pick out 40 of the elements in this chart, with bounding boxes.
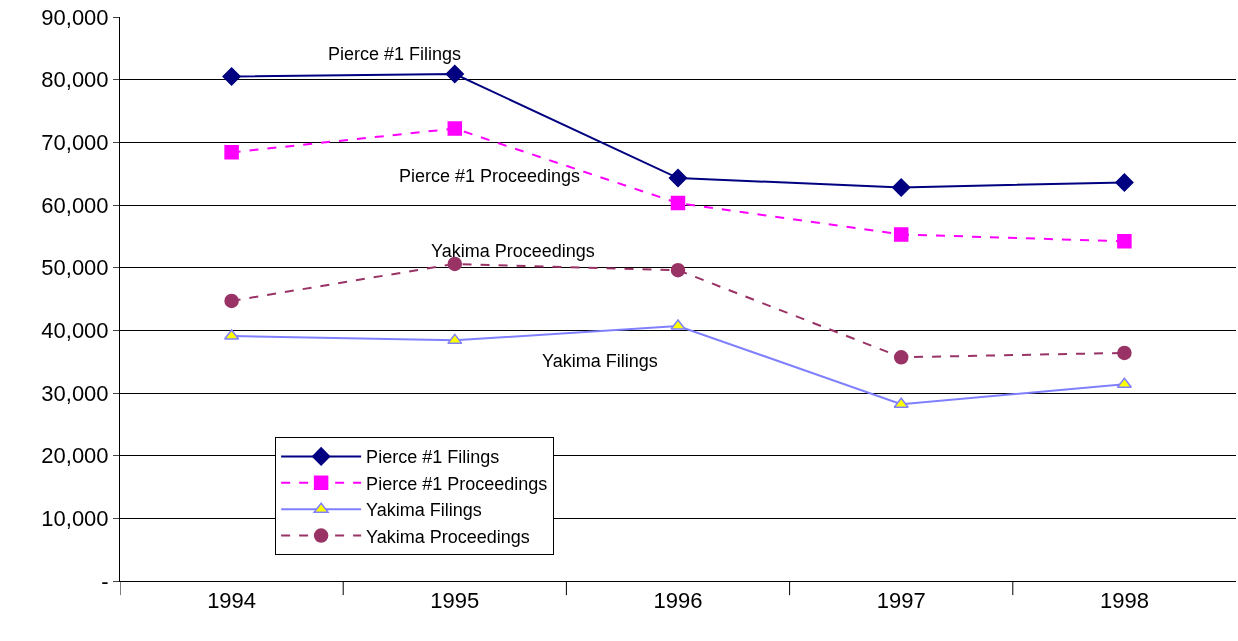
point [893,397,909,409]
point [670,262,686,278]
point [1117,234,1132,249]
y-tick-label: 90,000 [41,4,109,30]
legend-label: Pierce #1 Proceedings [366,473,548,494]
y-tick-label: 80,000 [41,67,109,93]
point [447,121,463,136]
point [670,195,686,211]
x-tick-label: 1996 [653,588,703,614]
point [892,178,911,197]
x-tick-label: 1997 [876,588,926,614]
y-tick-label: 50,000 [41,255,109,281]
y-tick-label: 70,000 [41,130,109,156]
y-tick-label: 40,000 [41,318,109,344]
point [447,333,463,345]
point [222,67,241,86]
point [1117,345,1132,361]
point [1115,173,1134,192]
legend-label: Pierce #1 Filings [366,447,500,468]
annotation: Yakima Filings [542,351,658,371]
legend-label: Yakima Proceedings [366,526,530,547]
annotation: Yakima Proceedings [431,241,595,261]
point [668,168,688,188]
y-tick-label: - [101,568,109,594]
point [445,64,464,84]
legend-label: Yakima Filings [366,500,482,521]
point [893,227,909,242]
y-tick-label: 60,000 [41,192,109,218]
y-tick-label: 10,000 [41,506,109,532]
annotation: Pierce #1 Proceedings [399,166,581,186]
annotation: Pierce #1 Filings [328,44,462,64]
point [224,293,239,309]
point [893,350,909,365]
point [224,145,239,160]
x-tick-label: 1995 [430,588,480,614]
y-tick-label: 30,000 [41,380,109,406]
point [447,256,463,272]
x-tick-label: 1994 [207,588,257,614]
x-tick-label: 1998 [1099,588,1149,614]
y-tick-label: 20,000 [41,443,109,469]
